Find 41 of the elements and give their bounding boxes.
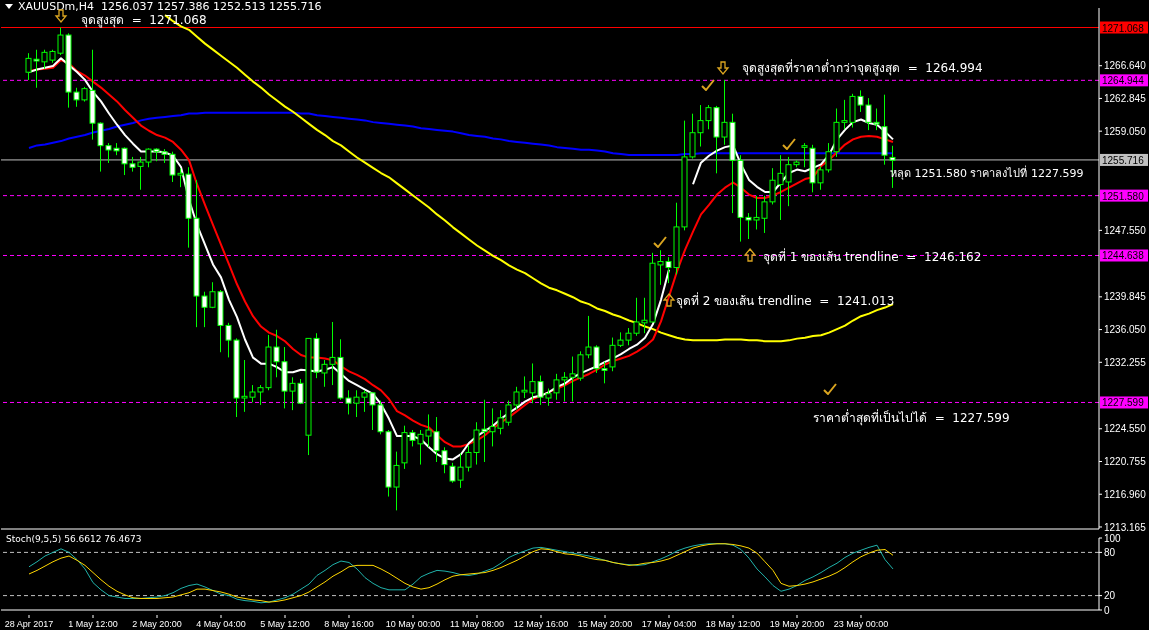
y-tick-label: 1224.550 [1104, 423, 1147, 435]
annotation: จุดที่ 2 ของเส้น trendline = 1241.013 [676, 291, 895, 310]
y-tick-label: 1216.960 [1104, 488, 1147, 500]
x-tick-label: 18 May 12:00 [705, 619, 761, 629]
y-tick-label: 1239.845 [1104, 291, 1147, 303]
y-tick-label: 1236.050 [1104, 324, 1147, 336]
ref-line-label: 1264.944 [1102, 75, 1145, 87]
x-tick-label: 5 May 12:00 [260, 619, 310, 629]
x-tick-label: 2 May 20:00 [132, 619, 182, 629]
y-tick-label: 1220.755 [1104, 456, 1147, 468]
ref-line-label: 1227.599 [1102, 397, 1145, 409]
chart-title: XAUUSDm,H4 1256.037 1257.386 1252.513 1255.716 [18, 0, 322, 13]
x-tick-label: 11 May 08:00 [450, 619, 504, 629]
y-tick-label: 1213.165 [1104, 521, 1147, 533]
x-tick-label: 8 May 16:00 [324, 619, 374, 629]
annotation: ราคาต่ำสุดที่เป็นไปได้ = 1227.599 [813, 408, 1010, 427]
x-tick-label: 12 May 16:00 [513, 619, 569, 629]
x-tick-label: 15 May 20:00 [577, 619, 633, 629]
ref-line-label: 1255.716 [1102, 154, 1145, 166]
y-tick-label: 1266.640 [1104, 60, 1147, 72]
ref-line-label: 1251.580 [1102, 190, 1145, 202]
candlestick [801, 142, 808, 168]
y-tick-label: 1232.255 [1104, 356, 1147, 368]
x-tick-label: 10 May 00:00 [385, 619, 441, 629]
annotation: จุดสูงสุดที่ราคาต่ำกว่าจุดสูงสุด = 1264.994 [742, 58, 983, 77]
x-tick-label: 19 May 20:00 [769, 619, 825, 629]
x-tick-label: 23 May 00:00 [833, 619, 889, 629]
y-tick-label: 0 [1104, 604, 1110, 616]
ref-line-label: 1271.068 [1102, 22, 1145, 34]
y-tick-label: 1259.050 [1104, 125, 1147, 137]
y-tick-label: 20 [1104, 590, 1116, 602]
x-tick-label: 17 May 04:00 [641, 619, 697, 629]
y-tick-label: 80 [1104, 546, 1116, 558]
x-tick-label: 28 Apr 2017 [4, 619, 54, 629]
chart-title: Stoch(9,5,5) 56.6612 76.4673 [6, 534, 142, 544]
x-tick-label: 1 May 12:00 [68, 619, 118, 629]
x-tick-label: 4 May 04:00 [196, 619, 246, 629]
y-tick-label: 1262.845 [1104, 92, 1147, 104]
ref-line-label: 1244.638 [1102, 250, 1145, 262]
y-tick-label: 100 [1104, 532, 1122, 544]
y-tick-label: 1247.550 [1104, 224, 1147, 236]
